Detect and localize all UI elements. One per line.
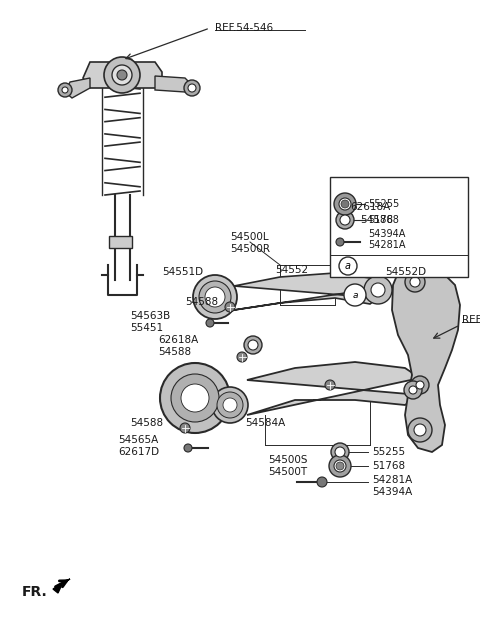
Text: 54500S: 54500S [268,455,308,465]
Text: 51768: 51768 [372,461,405,471]
Circle shape [374,201,392,219]
Circle shape [112,65,132,85]
Circle shape [225,302,235,312]
Circle shape [199,281,231,313]
Circle shape [117,70,127,80]
Text: 55255: 55255 [372,447,405,457]
Circle shape [339,198,351,210]
Circle shape [248,340,258,350]
Circle shape [188,84,196,92]
Circle shape [409,386,417,394]
Text: 54281A: 54281A [372,475,412,485]
Text: 54281A: 54281A [368,240,406,250]
Text: REF.54-546: REF.54-546 [215,23,273,33]
Polygon shape [234,273,378,310]
Circle shape [378,205,388,215]
Text: 54394A: 54394A [368,229,406,239]
Text: 54588: 54588 [158,347,191,357]
Bar [109,236,132,248]
Circle shape [223,398,237,412]
Circle shape [206,319,214,327]
Circle shape [220,395,240,415]
Circle shape [104,57,140,93]
Text: 55451: 55451 [130,323,163,333]
Circle shape [205,287,225,307]
Text: a: a [352,290,358,300]
Circle shape [180,423,190,433]
Circle shape [58,83,72,97]
Text: 54563B: 54563B [130,311,170,321]
Circle shape [341,200,349,208]
Bar [330,177,468,277]
Text: 62618A: 62618A [158,335,198,345]
Polygon shape [155,76,192,92]
Circle shape [408,418,432,442]
Circle shape [336,462,344,470]
Text: 54584A: 54584A [245,418,285,428]
Circle shape [171,374,219,422]
Circle shape [181,384,209,412]
Circle shape [193,275,237,319]
Text: 54588: 54588 [360,215,393,225]
Circle shape [340,215,350,225]
Text: 54552: 54552 [275,265,308,275]
Text: a: a [345,261,351,271]
Text: 51768: 51768 [368,215,399,225]
Polygon shape [392,265,460,452]
Polygon shape [83,62,162,88]
Circle shape [175,378,215,418]
Circle shape [336,238,344,246]
Text: 54588: 54588 [130,418,163,428]
Text: 54394A: 54394A [372,487,412,497]
Circle shape [344,284,366,306]
Text: 54565A: 54565A [118,435,158,445]
Circle shape [237,352,247,362]
Text: 54551D: 54551D [162,267,203,277]
Text: 55255: 55255 [368,199,399,209]
Circle shape [325,380,335,390]
Circle shape [335,447,345,457]
Text: 54588: 54588 [185,297,218,307]
Circle shape [405,272,425,292]
Text: 54500L: 54500L [230,232,269,242]
Circle shape [203,285,227,309]
Circle shape [404,381,422,399]
Text: 54500T: 54500T [268,467,307,477]
Circle shape [317,477,327,487]
Circle shape [184,444,192,452]
Circle shape [364,276,392,304]
Text: FR.: FR. [22,585,48,599]
Text: 54552D: 54552D [385,267,426,277]
Circle shape [416,381,424,389]
Text: 62618A: 62618A [350,202,390,212]
Text: 54500R: 54500R [230,244,270,254]
Text: 62617D: 62617D [118,447,159,457]
Circle shape [371,283,385,297]
Circle shape [339,257,357,275]
Polygon shape [65,78,90,98]
Circle shape [212,387,248,423]
Circle shape [62,87,68,93]
Polygon shape [53,579,70,593]
Circle shape [414,424,426,436]
Circle shape [410,277,420,287]
Polygon shape [247,362,420,415]
Circle shape [365,223,375,233]
Circle shape [334,193,356,215]
Circle shape [411,376,429,394]
Circle shape [160,363,230,433]
Circle shape [336,211,354,229]
Circle shape [329,455,351,477]
Circle shape [331,443,349,461]
Circle shape [184,80,200,96]
Text: REF.50-517: REF.50-517 [462,315,480,325]
Circle shape [244,336,262,354]
Circle shape [217,392,243,418]
Circle shape [334,460,346,472]
